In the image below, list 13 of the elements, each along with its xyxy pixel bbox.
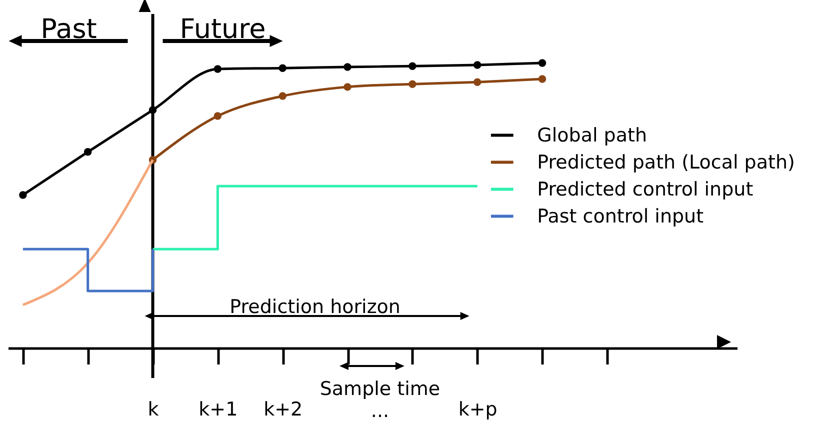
text: Sample time	[320, 378, 440, 400]
legend-label: Predicted control input	[537, 178, 754, 200]
legend-label: Past control input	[537, 205, 704, 228]
text: Future	[180, 14, 266, 45]
text: Past	[40, 14, 97, 45]
x-tick-label: k	[148, 398, 159, 420]
x-tick-label: k+1	[198, 398, 238, 420]
legend-label: Predicted path (Local path)	[537, 151, 795, 174]
x-tick-label: k+p	[458, 398, 498, 420]
x-tick-label: k+2	[264, 398, 303, 420]
legend-label: Global path	[537, 124, 647, 146]
annotation: Prediction horizon	[230, 296, 400, 318]
text: ...	[370, 400, 390, 421]
